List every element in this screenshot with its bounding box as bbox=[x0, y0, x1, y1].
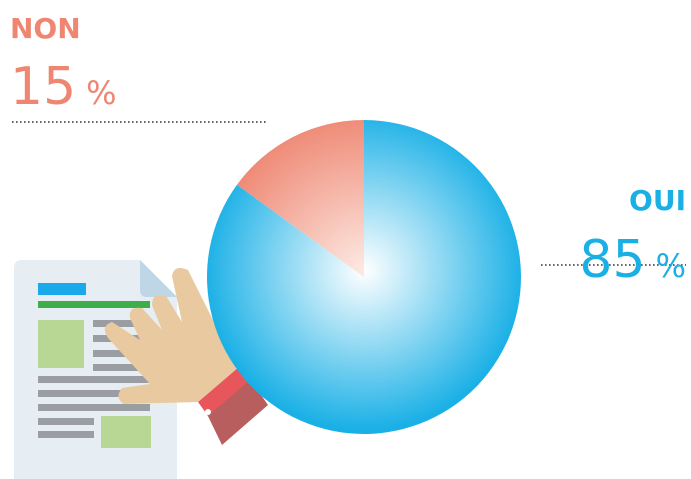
category-label: OUI bbox=[629, 184, 686, 217]
hand-illustration bbox=[104, 268, 268, 445]
pie-slice bbox=[236, 120, 364, 277]
value-label: 85% bbox=[579, 230, 686, 290]
value-label: 15% bbox=[10, 57, 117, 117]
pie bbox=[206, 120, 521, 434]
category-label: NON bbox=[10, 12, 81, 45]
label-oui: OUI 85% bbox=[579, 184, 686, 290]
label-non: NON 15% bbox=[10, 12, 117, 117]
